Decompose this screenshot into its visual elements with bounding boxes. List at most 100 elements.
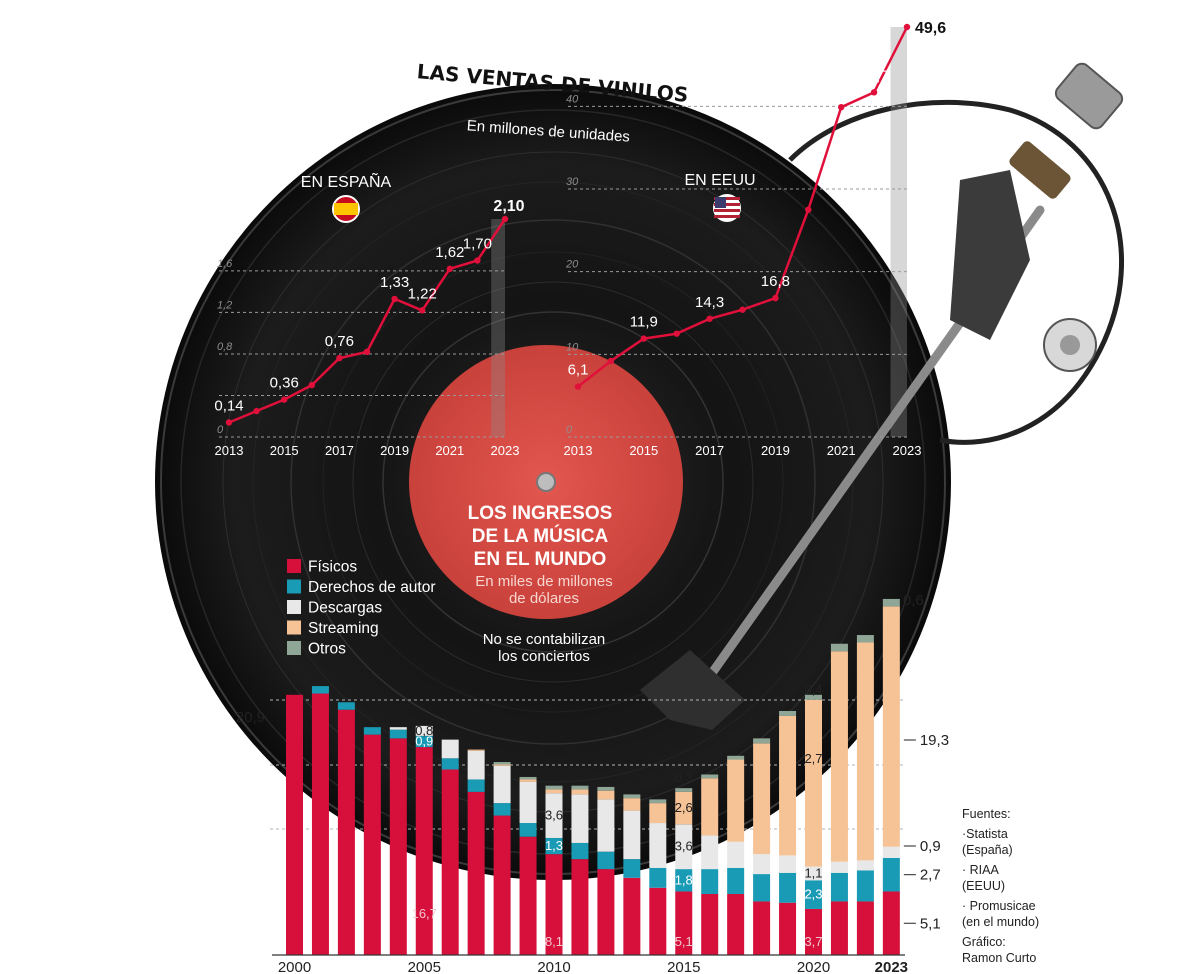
data-label: 2,3 bbox=[804, 887, 822, 902]
legend-label: Físicos bbox=[308, 559, 357, 576]
source-detail: (EEUU) bbox=[962, 879, 1006, 893]
data-label: 5,1 bbox=[920, 915, 941, 932]
data-point bbox=[673, 330, 680, 337]
last-year-band bbox=[890, 27, 907, 437]
bar-segment-fisicos bbox=[597, 869, 615, 955]
y-tick-label: 0 bbox=[217, 424, 224, 436]
counterweight bbox=[1054, 62, 1124, 130]
bar-segment-derechos bbox=[805, 880, 822, 909]
bar-segment-descargas bbox=[597, 799, 615, 852]
data-point bbox=[903, 23, 911, 31]
x-tick-label: 2021 bbox=[435, 443, 464, 458]
bar-segment-derechos bbox=[856, 870, 874, 902]
data-point bbox=[870, 89, 878, 96]
bar-segment-derechos bbox=[830, 872, 848, 902]
data-label: 11,9 bbox=[630, 314, 658, 331]
bar-segment-fisicos bbox=[701, 893, 719, 955]
bar-segment-derechos bbox=[545, 837, 563, 855]
revenue-bar-chart: 2000 2005 2010 2015 2020 202320,90,80,916,73,… bbox=[236, 592, 949, 974]
bar-segment-descargas bbox=[882, 846, 900, 858]
bar-segment-fisicos bbox=[286, 694, 303, 955]
data-point bbox=[281, 396, 288, 403]
x-tick-label: 2005 bbox=[408, 959, 441, 974]
bar-segment-derechos bbox=[337, 702, 355, 710]
bar-segment-descargas bbox=[856, 860, 874, 871]
data-point bbox=[391, 295, 398, 303]
bar-segment-descargas bbox=[441, 739, 459, 759]
data-label: 3,6 bbox=[545, 808, 563, 823]
bar-segment-fisicos bbox=[363, 734, 381, 955]
data-point bbox=[253, 407, 260, 415]
data-label: 0,14 bbox=[214, 397, 243, 414]
data-label: 20,9 bbox=[236, 709, 265, 726]
bar-segment-fisicos bbox=[311, 693, 329, 955]
x-tick-label: 2015 bbox=[629, 443, 658, 458]
bar-segment-descargas bbox=[493, 765, 511, 804]
bar-segment-descargas bbox=[467, 750, 485, 780]
bar-segment-streaming bbox=[493, 764, 511, 766]
bar-segment-fisicos bbox=[389, 738, 407, 955]
data-label: 0,4 bbox=[804, 682, 822, 697]
source-item: ·Statista (España) bbox=[962, 826, 1072, 858]
y-tick-label: 10 bbox=[566, 341, 579, 353]
x-tick-label: 2017 bbox=[325, 443, 354, 458]
data-label: 0,8 bbox=[415, 723, 433, 738]
bar-segment-fisicos bbox=[649, 887, 667, 955]
data-point bbox=[739, 306, 746, 313]
bar-segment-fisicos bbox=[441, 769, 459, 955]
bar-segment-otros bbox=[779, 710, 797, 716]
bar-segment-descargas bbox=[415, 725, 433, 736]
source-detail: (en el mundo) bbox=[962, 915, 1040, 929]
bar-segment-derechos bbox=[779, 872, 797, 903]
legend-swatch bbox=[287, 579, 301, 594]
legend-label: Descargas bbox=[308, 600, 382, 617]
bar-segment-streaming bbox=[701, 778, 719, 836]
bar-segment-fisicos bbox=[856, 901, 874, 955]
data-label: 2,7 bbox=[804, 751, 822, 766]
source-detail: (España) bbox=[962, 843, 1013, 857]
data-label: 0,76 bbox=[325, 333, 354, 350]
bar-segment-otros bbox=[519, 776, 537, 780]
bar-segment-otros bbox=[830, 643, 848, 652]
bar-segment-streaming bbox=[856, 642, 874, 861]
y-tick-label: 1,6 bbox=[217, 258, 233, 270]
usa-flag-icon bbox=[713, 194, 741, 222]
bar-segment-fisicos bbox=[805, 908, 822, 955]
source-item: · Promusicae (en el mundo) bbox=[962, 898, 1072, 930]
pivot-ring bbox=[1009, 141, 1071, 199]
bar-segment-fisicos bbox=[519, 836, 537, 955]
credit: Gráfico: Ramon Curto bbox=[962, 934, 1072, 966]
source-name: · Promusicae bbox=[962, 899, 1036, 913]
source-name: · RIAA bbox=[962, 863, 999, 877]
bar-segment-streaming bbox=[882, 606, 900, 847]
data-point bbox=[706, 315, 713, 322]
label-title-line-3: EN EL MUNDO bbox=[474, 549, 607, 570]
data-point bbox=[574, 383, 582, 390]
data-point bbox=[225, 419, 233, 426]
bar-segment-fisicos bbox=[545, 854, 563, 955]
y-tick-label: 0 bbox=[566, 424, 573, 436]
data-label: 2,10 bbox=[493, 198, 524, 215]
bar-segment-derechos bbox=[441, 758, 459, 770]
x-tick-label: 2013 bbox=[215, 443, 244, 458]
x-tick-label: 2023 bbox=[491, 443, 520, 458]
data-label: 1,22 bbox=[408, 285, 437, 302]
credit-heading: Gráfico: bbox=[962, 935, 1006, 949]
x-tick-label: 2000 bbox=[278, 959, 311, 974]
x-tick-label: 2023 bbox=[875, 959, 908, 974]
legend-label: Streaming bbox=[308, 620, 379, 637]
data-point bbox=[772, 294, 779, 302]
data-label: 5,1 bbox=[675, 934, 693, 949]
label-subtitle-line-2: de dólares bbox=[509, 590, 579, 607]
usa-chart-title: EN EEUU bbox=[684, 172, 755, 189]
bar-segment-otros bbox=[753, 738, 771, 744]
data-point bbox=[640, 335, 647, 342]
data-label: 1,8 bbox=[675, 872, 693, 887]
x-tick-label: 2023 bbox=[893, 443, 922, 458]
x-tick-label: 2020 bbox=[797, 959, 830, 974]
bar-segment-descargas bbox=[675, 824, 693, 870]
data-point bbox=[838, 103, 845, 111]
usa-line-chart: EN EEUU 0 10 20 30 40 2013 2015 2017 2019 2021 202… bbox=[564, 20, 947, 458]
data-point bbox=[336, 354, 343, 362]
sources-block: Fuentes: ·Statista (España) · RIAA (EEUU… bbox=[962, 806, 1072, 970]
